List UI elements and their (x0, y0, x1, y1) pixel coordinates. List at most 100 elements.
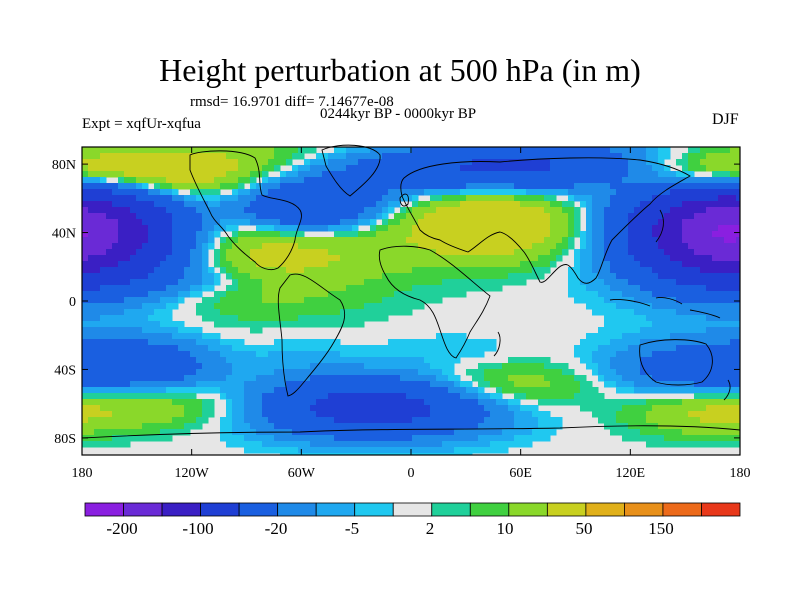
field-cell (226, 147, 233, 154)
field-cell (298, 423, 305, 430)
field-cell (664, 285, 671, 292)
field-cell (394, 249, 401, 256)
field-cell (610, 219, 617, 226)
field-cell (82, 399, 89, 406)
field-cell (460, 189, 467, 196)
field-cell (184, 285, 191, 292)
field-cell (436, 159, 443, 166)
field-cell (604, 237, 611, 244)
field-cell (406, 297, 413, 304)
field-cell (628, 315, 635, 322)
field-cell (172, 159, 179, 166)
field-cell (448, 363, 455, 370)
field-cell (706, 429, 713, 436)
field-cell (244, 309, 251, 316)
field-cell (466, 369, 473, 376)
field-cell (358, 381, 365, 388)
field-cell (316, 393, 323, 400)
field-cell (142, 351, 149, 358)
field-cell (112, 267, 119, 274)
field-cell (334, 447, 341, 454)
field-cell (190, 417, 197, 424)
field-cell (604, 399, 611, 406)
field-cell (178, 213, 185, 220)
field-cell (460, 393, 467, 400)
field-cell (106, 441, 113, 448)
field-cell (328, 213, 335, 220)
field-cell (316, 249, 323, 256)
field-cell (160, 195, 167, 202)
field-cell (358, 357, 365, 364)
field-cell (286, 417, 293, 424)
field-cell (418, 147, 425, 154)
field-cell (532, 273, 539, 280)
field-cell (292, 321, 299, 328)
field-cell (304, 381, 311, 388)
field-cell (310, 393, 317, 400)
field-cell (484, 207, 491, 214)
field-cell (160, 345, 167, 352)
field-cell (490, 237, 497, 244)
field-cell (454, 273, 461, 280)
field-cell (328, 447, 335, 454)
coastline-new-zealand (723, 379, 731, 401)
field-cell (388, 243, 395, 250)
field-cell (88, 297, 95, 304)
field-cell (694, 297, 701, 304)
field-cell (154, 261, 161, 268)
field-cell (334, 309, 341, 316)
field-cell (454, 381, 461, 388)
field-cell (526, 195, 533, 202)
field-cell (328, 177, 335, 184)
field-cell (304, 219, 311, 226)
field-cell (730, 147, 737, 154)
field-cell (328, 189, 335, 196)
field-cell (676, 333, 683, 340)
field-cell (442, 159, 449, 166)
field-cell (274, 261, 281, 268)
field-cell (724, 171, 731, 178)
field-cell (88, 201, 95, 208)
field-cell (184, 429, 191, 436)
field-cell (592, 225, 599, 232)
field-cell (376, 363, 383, 370)
field-cell (286, 369, 293, 376)
field-cell (682, 231, 689, 238)
field-cell (682, 321, 689, 328)
field-cell (160, 285, 167, 292)
field-cell (172, 171, 179, 178)
field-cell (316, 435, 323, 442)
field-cell (286, 267, 293, 274)
field-cell (634, 387, 641, 394)
field-cell (256, 279, 263, 286)
field-cell (718, 237, 725, 244)
field-cell (166, 261, 173, 268)
field-cell (622, 147, 629, 154)
field-cell (118, 423, 125, 430)
field-cell (388, 291, 395, 298)
field-cell (220, 183, 227, 190)
field-cell (694, 201, 701, 208)
field-cell (532, 375, 539, 382)
field-cell (658, 369, 665, 376)
field-cell (724, 375, 731, 382)
field-cell (232, 207, 239, 214)
field-cell (394, 213, 401, 220)
field-cell (736, 375, 740, 382)
field-cell (622, 363, 629, 370)
field-cell (400, 165, 407, 172)
field-cell (478, 249, 485, 256)
field-cell (136, 411, 143, 418)
field-cell (196, 261, 203, 268)
field-cell (520, 147, 527, 154)
field-cell (496, 225, 503, 232)
field-cell (286, 291, 293, 298)
field-cell (682, 219, 689, 226)
field-cell (118, 363, 125, 370)
field-cell (448, 339, 455, 346)
field-cell (316, 261, 323, 268)
field-cell (208, 159, 215, 166)
field-cell (280, 447, 287, 454)
field-cell (322, 423, 329, 430)
field-cell (562, 207, 569, 214)
